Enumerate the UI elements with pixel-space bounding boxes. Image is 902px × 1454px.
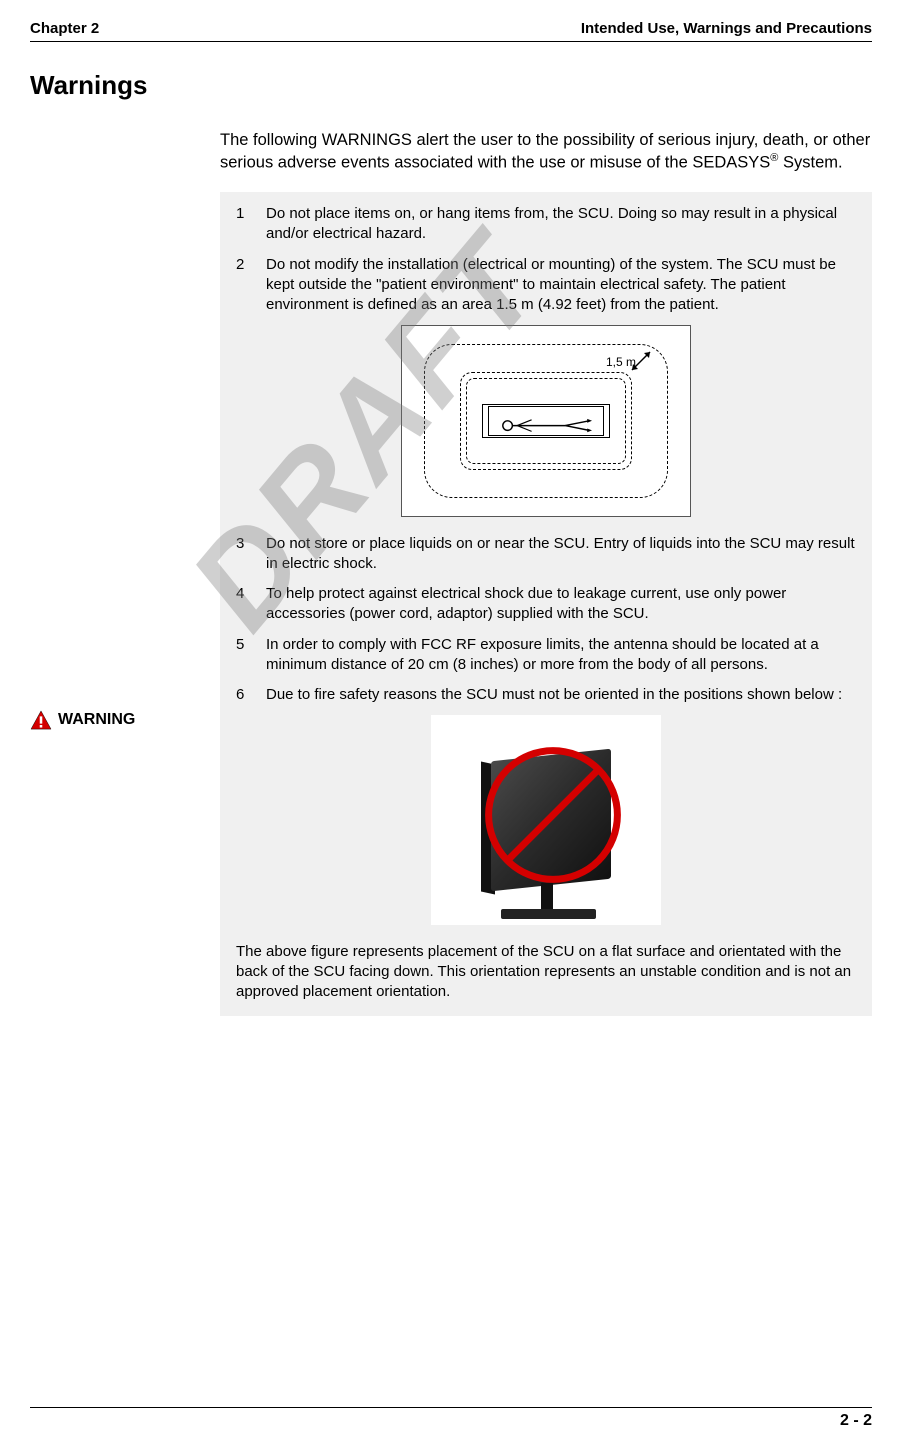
section-title: Warnings xyxy=(30,70,872,101)
figure-patient-environment: 1,5 m xyxy=(236,325,856,523)
warning-number: 6 xyxy=(236,685,266,705)
intro-paragraph: The following WARNINGS alert the user to… xyxy=(220,129,872,174)
warning-text: Do not store or place liquids on or near… xyxy=(266,534,856,575)
header-right: Intended Use, Warnings and Precautions xyxy=(581,20,872,37)
warning-text: To help protect against electrical shock… xyxy=(266,584,856,625)
warning-triangle-icon xyxy=(30,710,52,730)
warning-number: 4 xyxy=(236,584,266,625)
page-number: 2 - 2 xyxy=(840,1412,872,1429)
figure-caption: The above figure represents placement of… xyxy=(236,942,856,1003)
intro-text-after: System. xyxy=(778,154,842,172)
patient-icon xyxy=(498,416,594,435)
figure-scu-orientation xyxy=(236,715,856,931)
warning-item-1: 1 Do not place items on, or hang items f… xyxy=(236,204,856,245)
warning-item-6: 6 Due to fire safety reasons the SCU mus… xyxy=(236,685,856,705)
warning-text: Do not modify the installation (electric… xyxy=(266,255,856,316)
warning-item-3: 3 Do not store or place liquids on or ne… xyxy=(236,534,856,575)
prohibited-icon xyxy=(483,745,623,885)
warning-number: 1 xyxy=(236,204,266,245)
header-left: Chapter 2 xyxy=(30,20,99,37)
scu-figure xyxy=(431,715,661,925)
warning-number: 5 xyxy=(236,635,266,676)
dimension-arrow-icon xyxy=(628,346,658,376)
page-header: Chapter 2 Intended Use, Warnings and Pre… xyxy=(30,20,872,42)
page-footer: 2 - 2 xyxy=(30,1407,872,1430)
warning-item-5: 5 In order to comply with FCC RF exposur… xyxy=(236,635,856,676)
warning-text: In order to comply with FCC RF exposure … xyxy=(266,635,856,676)
warning-number: 2 xyxy=(236,255,266,316)
figure-frame: 1,5 m xyxy=(401,325,691,517)
warning-box: 1 Do not place items on, or hang items f… xyxy=(220,192,872,1016)
warning-item-4: 4 To help protect against electrical sho… xyxy=(236,584,856,625)
warning-label-text: WARNING xyxy=(58,711,135,729)
content-body: The following WARNINGS alert the user to… xyxy=(220,129,872,1016)
warning-text: Do not place items on, or hang items fro… xyxy=(266,204,856,245)
warning-number: 3 xyxy=(236,534,266,575)
warning-label: WARNING xyxy=(30,710,135,730)
warning-text: Due to fire safety reasons the SCU must … xyxy=(266,685,856,705)
warning-item-2: 2 Do not modify the installation (electr… xyxy=(236,255,856,316)
